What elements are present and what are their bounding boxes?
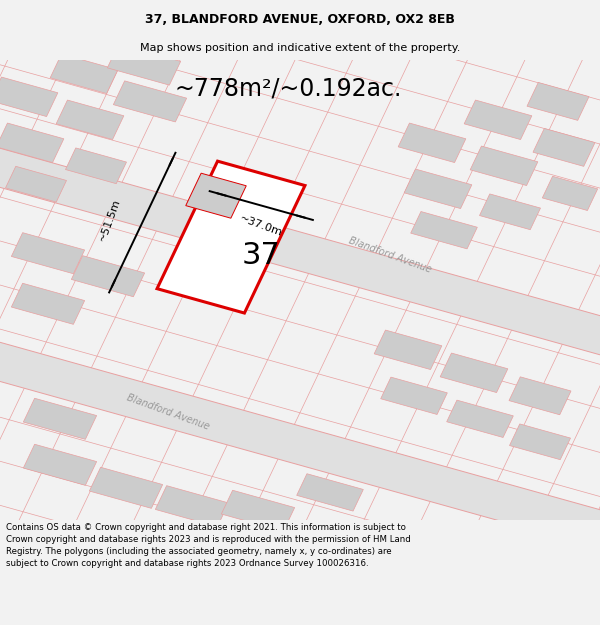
Polygon shape — [380, 377, 448, 414]
Polygon shape — [11, 283, 85, 324]
Polygon shape — [542, 176, 598, 211]
Text: Blandford Avenue: Blandford Avenue — [347, 236, 433, 275]
Polygon shape — [404, 169, 472, 209]
Polygon shape — [0, 77, 58, 116]
Polygon shape — [440, 353, 508, 392]
Polygon shape — [221, 490, 295, 531]
Text: Blandford Avenue: Blandford Avenue — [125, 392, 211, 431]
Polygon shape — [56, 100, 124, 139]
Polygon shape — [410, 211, 478, 249]
Polygon shape — [464, 100, 532, 139]
Polygon shape — [23, 398, 97, 439]
Text: 37, BLANDFORD AVENUE, OXFORD, OX2 8EB: 37, BLANDFORD AVENUE, OXFORD, OX2 8EB — [145, 13, 455, 26]
Polygon shape — [470, 146, 538, 186]
Polygon shape — [0, 276, 600, 562]
Polygon shape — [71, 256, 145, 297]
Polygon shape — [296, 474, 364, 511]
Text: Map shows position and indicative extent of the property.: Map shows position and indicative extent… — [140, 43, 460, 53]
Text: ~51.5m: ~51.5m — [97, 198, 122, 243]
Text: ~37.0m: ~37.0m — [238, 214, 284, 239]
Text: Contains OS data © Crown copyright and database right 2021. This information is : Contains OS data © Crown copyright and d… — [6, 523, 411, 568]
Polygon shape — [398, 123, 466, 162]
Text: ~778m²/~0.192ac.: ~778m²/~0.192ac. — [175, 76, 401, 100]
Polygon shape — [446, 400, 514, 437]
Polygon shape — [186, 173, 246, 218]
Polygon shape — [509, 424, 571, 459]
Text: 37: 37 — [242, 241, 280, 270]
Polygon shape — [113, 81, 187, 122]
Polygon shape — [11, 232, 85, 274]
Polygon shape — [155, 486, 229, 527]
Polygon shape — [479, 194, 541, 229]
Polygon shape — [23, 444, 97, 486]
Polygon shape — [527, 82, 589, 121]
Polygon shape — [5, 166, 67, 202]
Polygon shape — [89, 468, 163, 508]
Polygon shape — [374, 330, 442, 369]
Polygon shape — [65, 148, 127, 184]
Polygon shape — [107, 44, 181, 85]
Polygon shape — [157, 161, 305, 313]
Polygon shape — [0, 129, 600, 415]
Polygon shape — [50, 54, 118, 94]
Polygon shape — [509, 377, 571, 415]
Polygon shape — [0, 123, 64, 162]
Polygon shape — [533, 128, 595, 166]
